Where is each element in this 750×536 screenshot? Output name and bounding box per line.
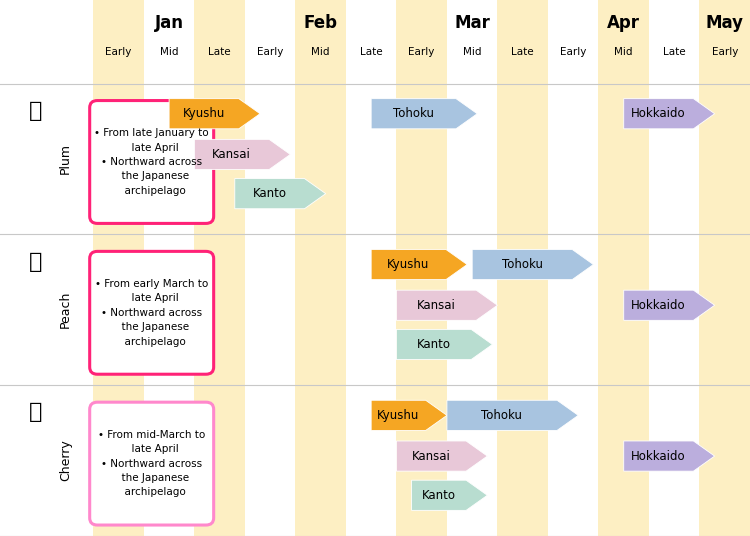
- Polygon shape: [371, 400, 447, 430]
- Text: Tohoku: Tohoku: [393, 107, 434, 120]
- Text: Early: Early: [409, 47, 435, 57]
- Text: Kansai: Kansai: [417, 299, 456, 312]
- Polygon shape: [169, 99, 260, 129]
- Bar: [397, 39, 447, 84]
- Polygon shape: [447, 400, 578, 430]
- Text: Late: Late: [512, 47, 534, 57]
- Text: Feb: Feb: [304, 13, 338, 32]
- Polygon shape: [624, 99, 715, 129]
- Polygon shape: [371, 249, 467, 280]
- Text: Early: Early: [106, 47, 132, 57]
- Bar: [497, 39, 548, 84]
- Text: Kansai: Kansai: [412, 450, 451, 463]
- Polygon shape: [397, 441, 488, 471]
- Polygon shape: [472, 249, 593, 280]
- Text: • From mid-March to
  late April
• Northward across
  the Japanese
  archipelago: • From mid-March to late April • Northwa…: [98, 430, 206, 497]
- Text: 桃: 桃: [28, 251, 42, 272]
- Bar: [296, 39, 346, 84]
- FancyBboxPatch shape: [90, 251, 214, 374]
- Text: Jan: Jan: [154, 13, 184, 32]
- Text: Kyushu: Kyushu: [183, 107, 225, 120]
- Text: 梅: 梅: [28, 101, 42, 121]
- Bar: [296, 0, 346, 536]
- Polygon shape: [194, 139, 290, 169]
- Text: Mid: Mid: [160, 47, 178, 57]
- Text: Mid: Mid: [311, 47, 330, 57]
- Text: Tohoku: Tohoku: [482, 409, 523, 422]
- Text: Kanto: Kanto: [417, 338, 451, 351]
- Bar: [497, 0, 548, 536]
- Polygon shape: [624, 290, 715, 321]
- Text: Peach: Peach: [58, 291, 72, 329]
- Bar: [194, 0, 245, 536]
- Text: Hokkaido: Hokkaido: [632, 299, 686, 312]
- Text: • From early March to
  late April
• Northward across
  the Japanese
  archipela: • From early March to late April • North…: [95, 279, 208, 347]
- Text: Kyushu: Kyushu: [387, 258, 430, 271]
- Bar: [700, 0, 750, 536]
- Bar: [598, 39, 649, 84]
- Text: Late: Late: [209, 47, 231, 57]
- Text: Kyushu: Kyushu: [377, 409, 419, 422]
- Text: Plum: Plum: [58, 144, 72, 174]
- Bar: [194, 39, 245, 84]
- Text: Hokkaido: Hokkaido: [632, 107, 686, 120]
- Bar: [93, 39, 144, 84]
- Text: Mar: Mar: [454, 13, 490, 32]
- Text: Kansai: Kansai: [212, 148, 251, 161]
- Text: Mid: Mid: [463, 47, 482, 57]
- Bar: [598, 0, 649, 536]
- FancyBboxPatch shape: [90, 101, 214, 224]
- Text: Late: Late: [663, 47, 686, 57]
- Bar: [700, 39, 750, 84]
- Text: Kanto: Kanto: [253, 187, 286, 200]
- Text: Cherry: Cherry: [58, 440, 72, 481]
- Text: Apr: Apr: [608, 13, 640, 32]
- Text: Mid: Mid: [614, 47, 633, 57]
- Text: Kanto: Kanto: [422, 489, 456, 502]
- Text: Early: Early: [560, 47, 586, 57]
- Text: Late: Late: [360, 47, 382, 57]
- Polygon shape: [624, 441, 715, 471]
- Text: May: May: [706, 13, 744, 32]
- Text: Hokkaido: Hokkaido: [632, 450, 686, 463]
- Polygon shape: [397, 290, 497, 321]
- Text: • From late January to
  late April
• Northward across
  the Japanese
  archipel: • From late January to late April • Nort…: [94, 128, 209, 196]
- Text: Early: Early: [257, 47, 284, 57]
- Polygon shape: [412, 480, 488, 510]
- FancyBboxPatch shape: [90, 402, 214, 525]
- Polygon shape: [235, 178, 326, 209]
- Text: 桜: 桜: [28, 403, 42, 422]
- Bar: [397, 0, 447, 536]
- Polygon shape: [371, 99, 477, 129]
- Polygon shape: [397, 330, 493, 360]
- Bar: [93, 0, 144, 536]
- Text: Tohoku: Tohoku: [502, 258, 543, 271]
- Text: Early: Early: [712, 47, 738, 57]
